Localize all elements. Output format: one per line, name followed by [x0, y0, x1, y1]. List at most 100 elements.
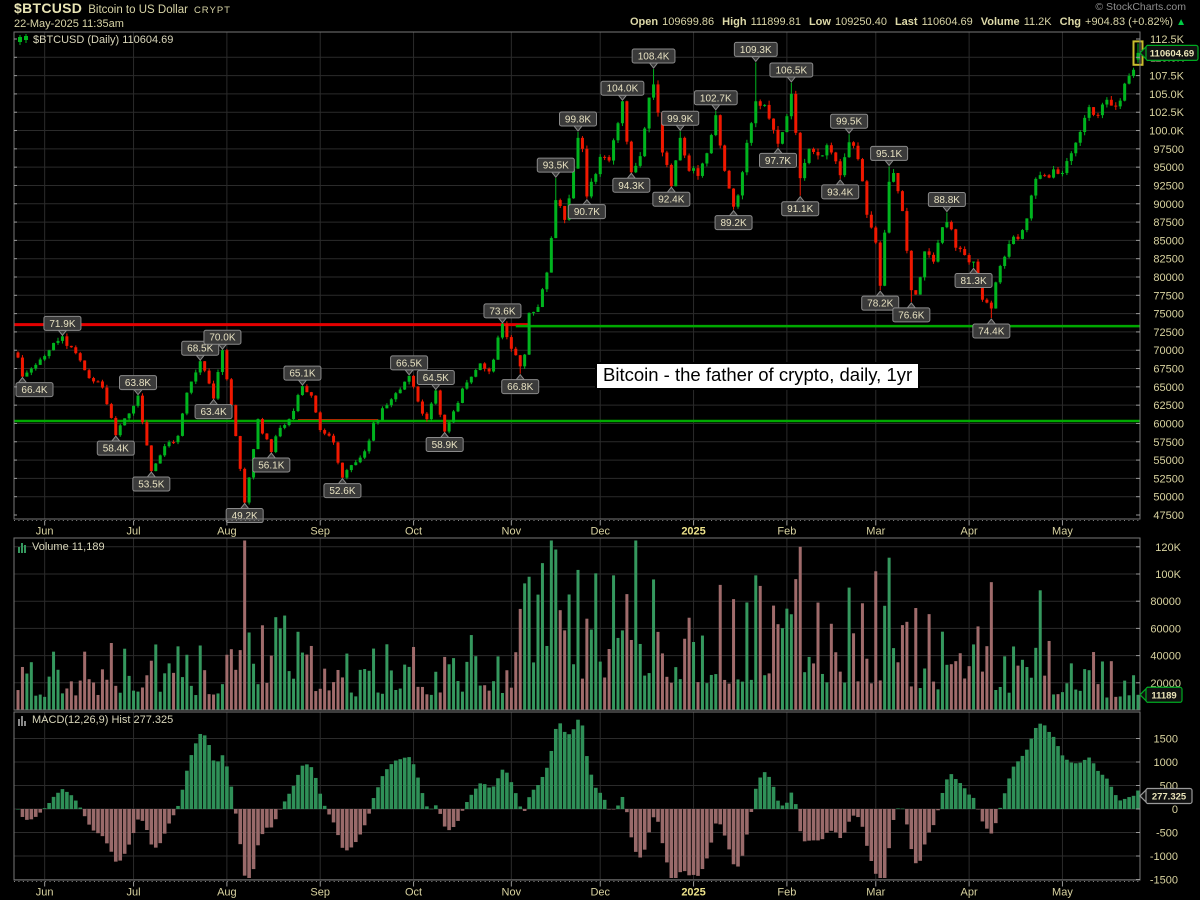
price-callout: 58.9K — [425, 431, 464, 453]
svg-text:66.5K: 66.5K — [396, 358, 422, 369]
svg-text:94.3K: 94.3K — [618, 181, 644, 192]
main-panel-title-text: $BTCUSD (Daily) 110604.69 — [33, 34, 174, 46]
svg-text:Sep: Sep — [310, 526, 330, 538]
svg-text:50000: 50000 — [1153, 492, 1184, 504]
pivot-callouts-layer: 66.4K 71.9K 58.4K 63.8K 53.5K 68.5K 63.4K 70.0K… — [15, 41, 1011, 524]
svg-text:Aug: Aug — [217, 887, 237, 899]
macd-panel-title-text: MACD(12,26,9) Hist 277.325 — [32, 714, 174, 726]
svg-text:85000: 85000 — [1153, 235, 1184, 247]
price-callout: 64.5K — [416, 370, 455, 391]
price-callout: 99.9K — [661, 110, 700, 132]
svg-text:66.4K: 66.4K — [21, 385, 47, 396]
price-callout: 74.4K — [972, 318, 1011, 339]
svg-text:68.5K: 68.5K — [187, 344, 213, 355]
header-quote-block: © StockCharts.com Open 109699.86 High 11189… — [622, 0, 1186, 30]
price-callout: 90.7K — [567, 198, 606, 220]
open-label: Open — [630, 16, 659, 28]
svg-text:49.2K: 49.2K — [232, 511, 258, 522]
svg-text:76.6K: 76.6K — [898, 310, 924, 321]
svg-text:Apr: Apr — [961, 526, 978, 538]
candlestick-icon — [18, 34, 28, 45]
panel-borders-layer — [13, 31, 1141, 881]
volume-panel-title-text: Volume 11,189 — [32, 541, 105, 553]
svg-text:Nov: Nov — [502, 526, 522, 538]
price-callout: 78.2K — [861, 290, 900, 311]
price-callout: 89.2K — [714, 209, 753, 231]
svg-text:120K: 120K — [1155, 542, 1181, 554]
svg-text:58.9K: 58.9K — [432, 440, 458, 451]
price-callout: 92.4K — [652, 186, 691, 207]
svg-text:52500: 52500 — [1153, 473, 1184, 485]
svg-text:109.3K: 109.3K — [740, 45, 772, 56]
svg-text:95000: 95000 — [1153, 162, 1184, 174]
copyright: © StockCharts.com — [1095, 1, 1186, 13]
svg-text:60000: 60000 — [1153, 418, 1184, 430]
chart-datetime: 22-May-2025 11:35am — [14, 18, 124, 30]
axis-layer: 112.5K110.0K107.5K105.0K102.5K100.0K9750… — [14, 34, 1185, 899]
last-value-badge: 11189 — [1139, 686, 1183, 704]
header-symbol-block: $BTCUSD Bitcoin to US Dollar CRYPT 22-Ma… — [14, 0, 231, 30]
svg-text:Dec: Dec — [590, 526, 610, 538]
candles-layer — [16, 40, 1144, 505]
svg-text:112.5K: 112.5K — [1150, 34, 1185, 46]
svg-text:89.2K: 89.2K — [720, 218, 746, 229]
svg-text:71.9K: 71.9K — [49, 319, 75, 330]
svg-text:66.8K: 66.8K — [507, 382, 533, 393]
svg-text:73.6K: 73.6K — [489, 306, 515, 317]
svg-text:104.0K: 104.0K — [607, 84, 639, 95]
price-callout: 63.8K — [119, 375, 157, 396]
svg-text:Jun: Jun — [36, 887, 54, 899]
price-callout: 58.4K — [96, 435, 135, 456]
price-callout: 109.3K — [733, 41, 778, 63]
price-callout: 95.1K — [870, 145, 909, 167]
svg-text:Jul: Jul — [127, 526, 141, 538]
svg-text:47500: 47500 — [1153, 510, 1184, 522]
svg-text:Mar: Mar — [866, 526, 885, 538]
svg-text:-1500: -1500 — [1150, 875, 1178, 887]
price-callout: 71.9K — [43, 315, 82, 337]
last-value-badge: 110604.69 — [1139, 44, 1199, 62]
svg-text:99.9K: 99.9K — [667, 114, 693, 125]
svg-text:108.4K: 108.4K — [638, 52, 670, 63]
svg-text:62500: 62500 — [1153, 400, 1184, 412]
svg-text:110604.69: 110604.69 — [1150, 48, 1194, 59]
svg-text:70.0K: 70.0K — [209, 333, 235, 344]
price-callout: 91.1K — [781, 195, 820, 217]
price-callout: 49.2K — [225, 502, 264, 524]
volume-value: 11.2K — [1023, 16, 1052, 28]
chg-value: +904.83 (+0.82%) — [1085, 16, 1174, 28]
svg-text:Oct: Oct — [405, 526, 422, 538]
low-value: 109250.40 — [834, 16, 887, 28]
price-callout: 66.8K — [501, 373, 540, 395]
svg-text:92.4K: 92.4K — [658, 195, 684, 206]
chg-label: Chg — [1059, 16, 1082, 28]
svg-text:97.7K: 97.7K — [765, 156, 791, 167]
volume-bars-layer — [16, 540, 1140, 710]
svg-text:93.4K: 93.4K — [827, 187, 853, 198]
svg-text:55000: 55000 — [1153, 455, 1184, 467]
price-callout: 66.5K — [390, 355, 429, 376]
svg-text:Nov: Nov — [502, 887, 522, 899]
price-callout: 76.6K — [892, 302, 931, 323]
volume-bars-icon — [18, 542, 26, 553]
user-annotation[interactable]: Bitcoin - the father of crypto, daily, 1… — [595, 362, 921, 390]
svg-text:60000: 60000 — [1150, 623, 1181, 635]
svg-text:102.5K: 102.5K — [1149, 107, 1185, 119]
price-callout: 106.5K — [769, 62, 814, 83]
svg-text:78.2K: 78.2K — [867, 299, 893, 310]
svg-text:57500: 57500 — [1153, 437, 1184, 449]
svg-text:75000: 75000 — [1153, 309, 1184, 321]
svg-text:99.8K: 99.8K — [565, 115, 591, 126]
svg-text:May: May — [1052, 887, 1073, 899]
svg-text:Feb: Feb — [777, 887, 796, 899]
svg-text:Mar: Mar — [866, 887, 885, 899]
chart-header: $BTCUSD Bitcoin to US Dollar CRYPT 22-Ma… — [14, 0, 1186, 30]
svg-text:80000: 80000 — [1153, 272, 1184, 284]
svg-text:106.5K: 106.5K — [775, 65, 807, 76]
price-callout: 88.8K — [927, 192, 966, 213]
svg-text:92500: 92500 — [1153, 180, 1184, 192]
svg-text:100.0K: 100.0K — [1149, 126, 1185, 138]
svg-text:1000: 1000 — [1154, 757, 1178, 769]
